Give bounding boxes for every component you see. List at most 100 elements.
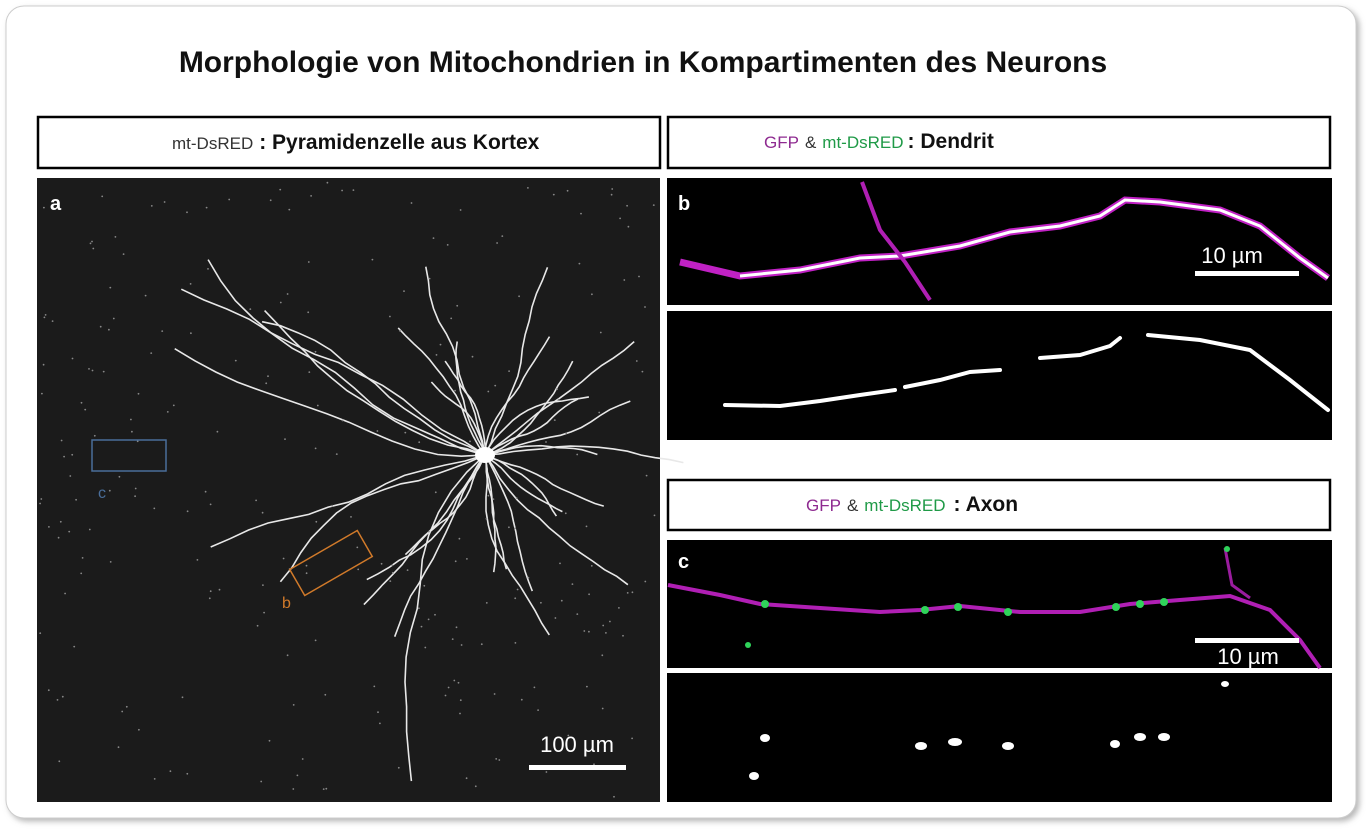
speck (508, 370, 510, 372)
speck (314, 639, 317, 642)
speck (352, 189, 355, 192)
header-box (666, 115, 1332, 170)
dendrite-branch (404, 454, 486, 782)
speck (80, 401, 83, 404)
speck (69, 475, 72, 477)
speck (454, 560, 457, 563)
speck (427, 618, 430, 621)
dendrite-branch (484, 400, 631, 456)
speck (439, 343, 442, 346)
speck (514, 642, 517, 644)
speck (305, 572, 308, 575)
speck (292, 788, 295, 790)
speck (150, 352, 153, 354)
speck (428, 277, 431, 280)
speck (341, 419, 344, 422)
speck (60, 439, 63, 442)
speck (404, 431, 407, 434)
speck (89, 242, 92, 245)
speck (134, 487, 137, 490)
speck (81, 557, 84, 559)
speck (487, 494, 490, 497)
speck (88, 528, 91, 531)
speck (305, 564, 308, 567)
dendrite-branch (484, 267, 549, 456)
inset-box (288, 529, 374, 597)
image-a (37, 178, 660, 802)
speck (585, 525, 588, 528)
speck (645, 474, 648, 477)
speck (450, 317, 453, 320)
speck (42, 363, 45, 366)
speck (605, 632, 607, 634)
mito-dots (745, 546, 1230, 648)
dendrite-branch (210, 454, 486, 548)
speck (435, 354, 438, 356)
speck (565, 432, 568, 435)
speck (80, 572, 83, 575)
speck (471, 355, 474, 358)
speck (260, 780, 263, 783)
speck (41, 392, 43, 395)
speck (427, 530, 430, 533)
speck (455, 626, 458, 629)
image-c-mito (667, 673, 1332, 802)
speck (410, 202, 413, 204)
speck (73, 645, 76, 648)
dendrite-branch (484, 454, 497, 573)
speck (186, 510, 189, 513)
header-text: : Pyramidenzelle aus Kortex (259, 131, 539, 154)
speck (335, 453, 338, 455)
speck (397, 766, 400, 769)
speck (432, 237, 435, 240)
speck (153, 778, 156, 780)
speck (434, 491, 437, 494)
speck (588, 630, 590, 633)
speck (47, 689, 50, 692)
speck (591, 293, 593, 296)
speck (611, 188, 614, 190)
speck (406, 569, 409, 571)
speck (623, 279, 626, 281)
dendrite-branch (264, 310, 486, 456)
speck (496, 242, 498, 244)
speck (567, 734, 570, 737)
speck (516, 588, 519, 591)
speck (307, 261, 310, 263)
speck (557, 398, 560, 401)
speck (494, 384, 497, 387)
speck (626, 204, 628, 207)
speck (514, 597, 517, 600)
speck (599, 331, 602, 334)
speck (186, 772, 189, 775)
speck (424, 646, 427, 649)
speck (84, 408, 87, 411)
header: GFP & mt-DsRED: Axon (806, 493, 1018, 516)
speck (423, 584, 426, 587)
dendrite-branch (484, 360, 574, 456)
speck (454, 389, 456, 392)
speck (508, 526, 510, 529)
speck (474, 785, 477, 788)
dendrite-branch (261, 320, 486, 456)
speck (619, 217, 621, 220)
speck (109, 286, 112, 289)
speck (63, 455, 65, 458)
speck (136, 440, 139, 443)
speck (150, 205, 153, 207)
speck (209, 503, 212, 506)
speck (350, 516, 352, 518)
speck (308, 371, 311, 373)
header: GFP & mt-DsRED: Dendrit (764, 130, 994, 153)
speck (356, 546, 359, 549)
scale-bar-label: 10 µm (1217, 644, 1279, 669)
speck (196, 559, 199, 561)
marker: mt-DsRED (864, 496, 945, 515)
speck (389, 580, 392, 582)
speck (88, 368, 90, 370)
speck (121, 710, 124, 713)
speck (376, 430, 379, 432)
mitochondrion (1146, 333, 1330, 412)
speck (288, 208, 291, 211)
speck (627, 225, 630, 228)
